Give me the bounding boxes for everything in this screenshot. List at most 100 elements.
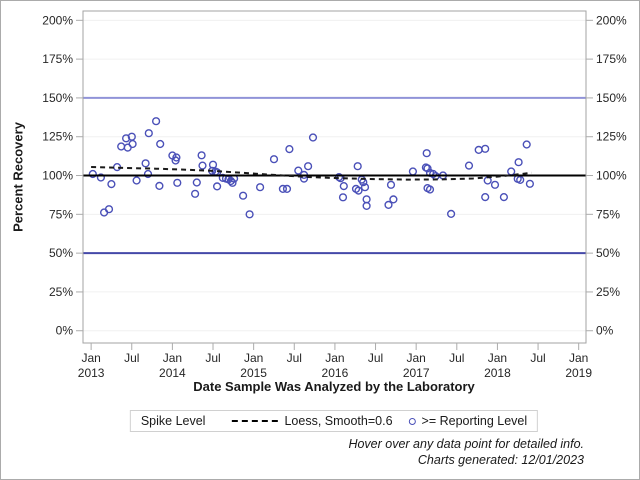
y-tick-label-right: 125% xyxy=(596,130,627,144)
data-point[interactable] xyxy=(198,161,207,170)
data-point[interactable] xyxy=(213,182,222,191)
data-point[interactable] xyxy=(353,162,362,171)
data-point[interactable] xyxy=(447,209,456,219)
data-point[interactable] xyxy=(360,183,370,192)
data-point[interactable] xyxy=(156,139,165,149)
x-tick-label: Jul xyxy=(205,351,220,365)
y-axis-title: Percent Recovery xyxy=(10,122,26,232)
y-tick-label-right: 75% xyxy=(596,207,620,221)
legend-title: Spike Level xyxy=(140,414,206,428)
data-point[interactable] xyxy=(141,159,150,168)
y-tick-label-right: 0% xyxy=(596,324,614,338)
y-tick-label: 50% xyxy=(49,246,73,260)
x-tick-year-label: 2015 xyxy=(240,366,267,380)
data-point[interactable] xyxy=(499,193,509,202)
data-point[interactable] xyxy=(152,117,161,126)
data-point[interactable] xyxy=(338,193,348,202)
data-point[interactable] xyxy=(422,149,431,158)
data-point[interactable] xyxy=(88,169,97,179)
data-point[interactable] xyxy=(96,173,106,182)
data-point[interactable] xyxy=(304,162,313,171)
data-point[interactable] xyxy=(408,167,418,176)
x-tick-label: Jul xyxy=(124,351,139,365)
data-point[interactable] xyxy=(474,145,483,155)
data-point[interactable] xyxy=(514,158,523,167)
y-tick-label-right: 100% xyxy=(596,169,627,183)
y-tick-label-right: 175% xyxy=(596,52,627,66)
footer-hover-note: Hover over any data point for detailed i… xyxy=(348,437,584,451)
data-point[interactable] xyxy=(425,185,435,194)
data-point[interactable] xyxy=(192,178,201,187)
data-point[interactable] xyxy=(197,151,206,160)
y-tick-label: 150% xyxy=(42,91,73,105)
data-point[interactable] xyxy=(245,210,254,219)
data-point[interactable] xyxy=(339,182,348,191)
data-point[interactable] xyxy=(362,201,371,211)
data-point[interactable] xyxy=(389,195,398,204)
data-point[interactable] xyxy=(269,155,279,164)
y-tick-label-right: 25% xyxy=(596,285,620,299)
y-tick-label: 100% xyxy=(42,169,73,183)
data-point[interactable] xyxy=(308,133,318,142)
chart-footer: Hover over any data point for detailed i… xyxy=(348,436,584,468)
data-point[interactable] xyxy=(384,200,393,210)
data-point[interactable] xyxy=(481,193,490,202)
data-point[interactable] xyxy=(354,186,363,195)
x-tick-year-label: 2018 xyxy=(484,366,511,380)
data-point[interactable] xyxy=(172,153,181,162)
data-point[interactable] xyxy=(117,142,126,151)
data-point[interactable] xyxy=(191,189,200,198)
x-tick-label: Jan xyxy=(325,351,344,365)
data-point[interactable] xyxy=(490,180,500,189)
y-tick-label: 75% xyxy=(49,207,73,221)
loess-curve xyxy=(91,166,532,181)
legend-points-label: >= Reporting Level xyxy=(421,414,528,428)
x-tick-label: Jan xyxy=(488,351,507,365)
legend-loess-label: Loess, Smooth=0.6 xyxy=(284,414,393,428)
y-tick-label-right: 50% xyxy=(596,246,620,260)
data-point[interactable] xyxy=(507,167,516,176)
y-tick-label-right: 150% xyxy=(596,91,627,105)
y-tick-label: 0% xyxy=(56,324,74,338)
data-point[interactable] xyxy=(155,181,164,191)
data-point[interactable] xyxy=(278,184,288,194)
y-tick-label: 175% xyxy=(42,52,73,66)
data-point[interactable] xyxy=(481,144,490,153)
data-point[interactable] xyxy=(362,195,371,204)
x-tick-year-label: 2014 xyxy=(159,366,186,380)
x-tick-year-label: 2019 xyxy=(565,366,592,380)
x-tick-label: Jan xyxy=(244,351,263,365)
data-point[interactable] xyxy=(132,176,141,185)
data-point[interactable] xyxy=(522,140,531,149)
x-tick-label: Jan xyxy=(406,351,425,365)
x-tick-year-label: 2016 xyxy=(322,366,349,380)
data-point[interactable] xyxy=(423,164,432,173)
data-point[interactable] xyxy=(107,180,116,189)
x-tick-label: Jul xyxy=(449,351,464,365)
data-point[interactable] xyxy=(282,184,292,194)
data-point[interactable] xyxy=(525,179,535,188)
data-point[interactable] xyxy=(173,178,182,187)
data-point[interactable] xyxy=(386,180,396,189)
x-tick-year-label: 2017 xyxy=(403,366,430,380)
data-point[interactable] xyxy=(285,145,294,154)
data-point[interactable] xyxy=(99,208,109,217)
data-point[interactable] xyxy=(256,183,265,192)
data-point[interactable] xyxy=(144,129,153,138)
data-point[interactable] xyxy=(128,139,137,149)
data-point[interactable] xyxy=(228,178,237,187)
data-point[interactable] xyxy=(121,134,131,143)
x-tick-label: Jul xyxy=(530,351,545,365)
data-point[interactable] xyxy=(104,205,114,214)
data-point[interactable] xyxy=(239,191,248,200)
data-point[interactable] xyxy=(218,173,227,183)
x-tick-label: Jul xyxy=(368,351,383,365)
y-tick-label: 125% xyxy=(42,130,73,144)
x-tick-label: Jan xyxy=(163,351,182,365)
data-point[interactable] xyxy=(294,166,303,175)
loess-line-swatch-icon xyxy=(231,420,278,422)
x-tick-label: Jan xyxy=(569,351,588,365)
data-point[interactable] xyxy=(464,161,474,170)
data-point[interactable] xyxy=(143,169,153,179)
